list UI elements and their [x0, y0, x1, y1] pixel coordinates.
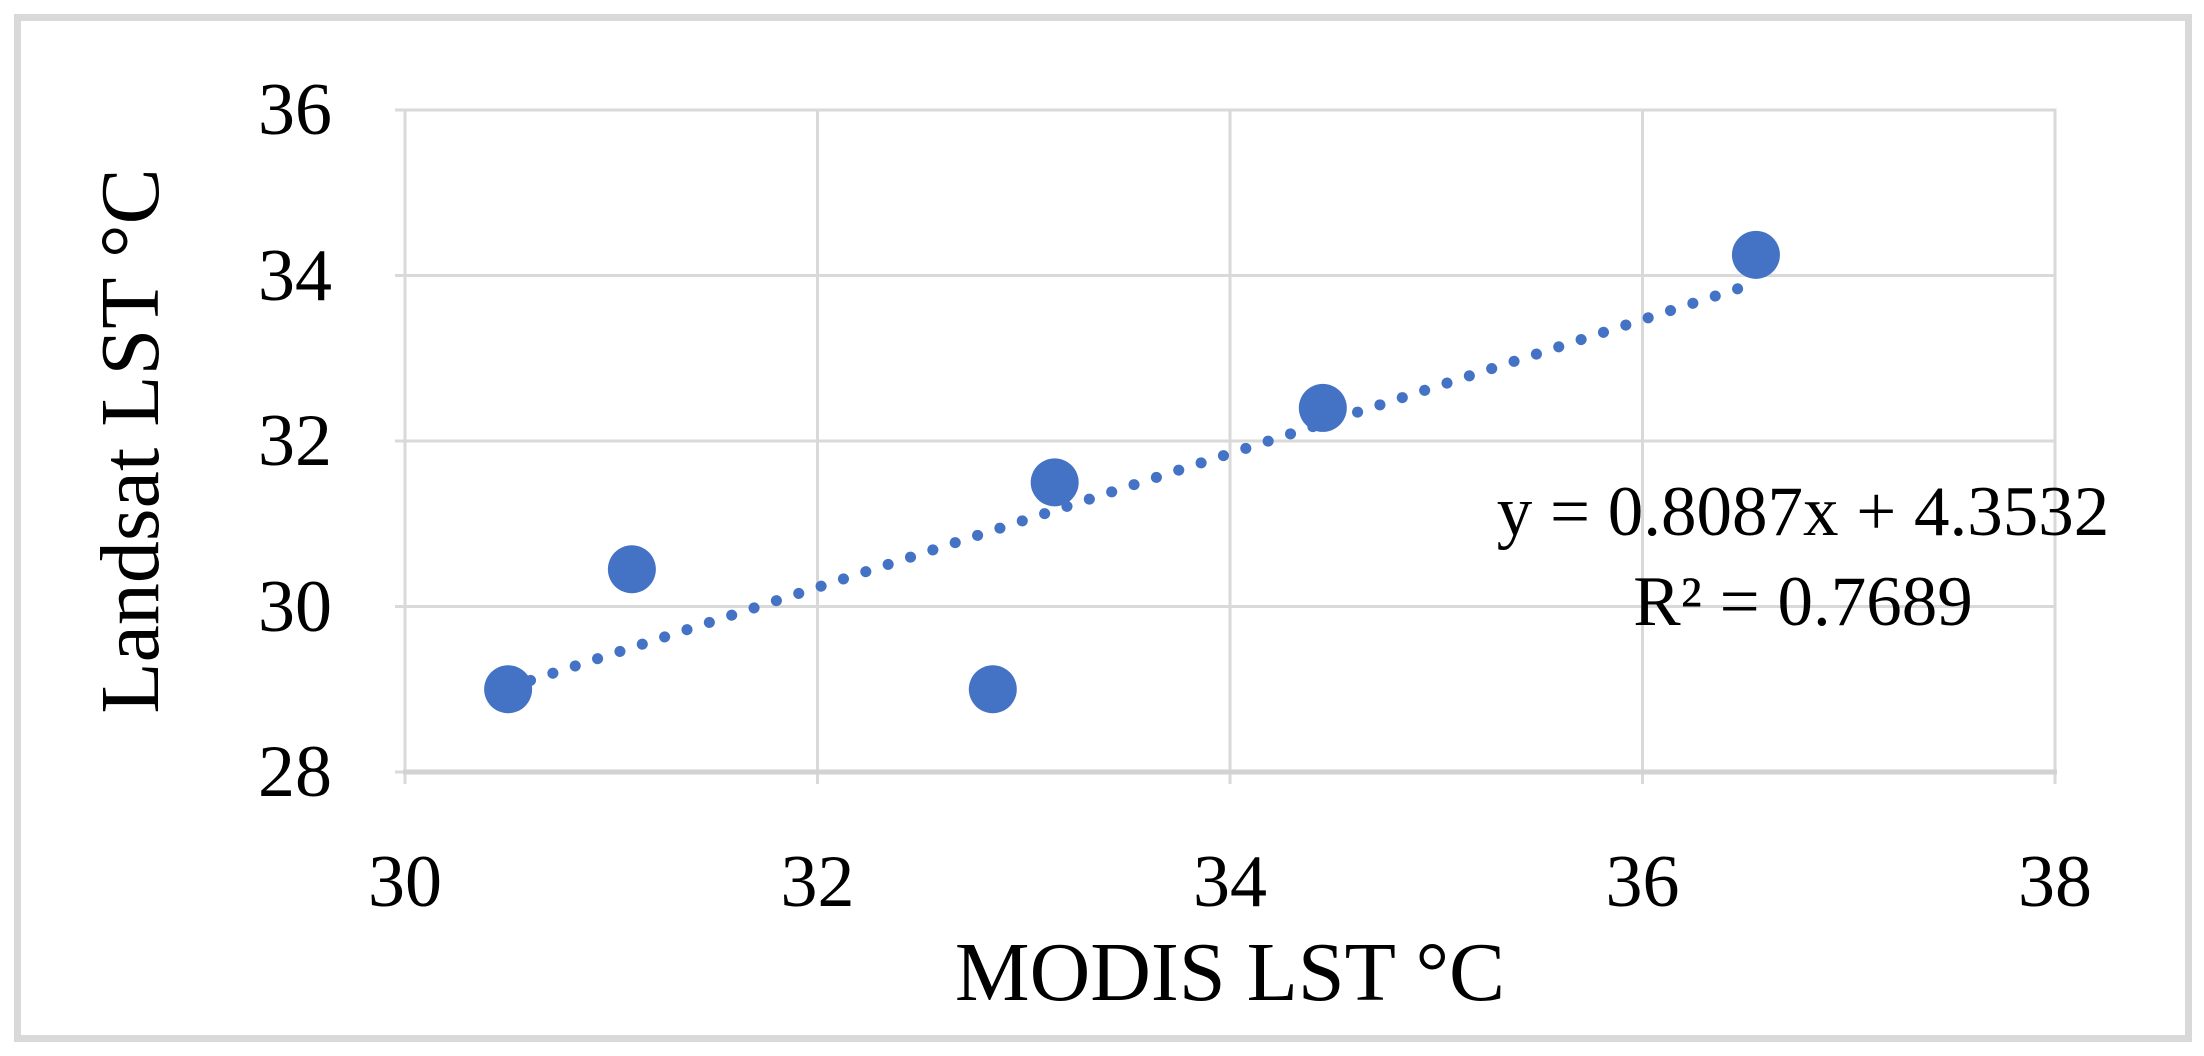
- trendline-equation: y = 0.8087x + 4.3532: [1496, 473, 2110, 551]
- x-tick-label: 34: [1193, 841, 1267, 923]
- x-axis-title: MODIS LST °C: [954, 926, 1506, 1019]
- data-point: [484, 665, 533, 714]
- trendline-r-squared: R² = 0.7689: [1633, 563, 1973, 641]
- y-axis-title: Landsat LST °C: [84, 168, 177, 714]
- x-tick-label: 32: [780, 841, 855, 923]
- x-tick-label: 30: [368, 841, 442, 923]
- data-point: [1731, 230, 1780, 279]
- data-point: [1298, 383, 1347, 432]
- data-point: [1030, 458, 1079, 507]
- data-point: [968, 665, 1017, 714]
- trendline-dotted: [502, 277, 1762, 694]
- y-tick-label: 30: [258, 565, 332, 648]
- x-tick-label: 38: [2018, 841, 2092, 923]
- y-tick-label: 32: [258, 400, 332, 482]
- data-point: [607, 545, 656, 594]
- x-tick-label: 36: [1605, 841, 1680, 923]
- trendline-equation-block: y = 0.8087x + 4.3532 R² = 0.7689: [1403, 467, 2203, 647]
- y-tick-label: 34: [258, 234, 332, 317]
- y-tick-label: 36: [258, 69, 332, 151]
- y-tick-label: 28: [258, 731, 332, 813]
